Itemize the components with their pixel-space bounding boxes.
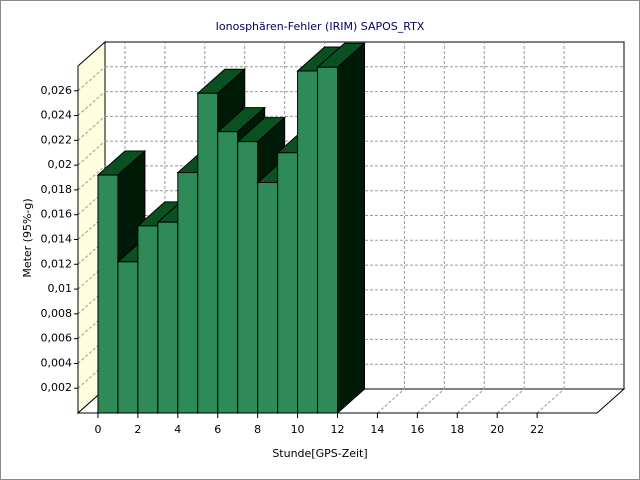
y-tick-label: 0,01 — [48, 282, 73, 295]
grid-line — [77, 165, 106, 191]
x-tick-label: 6 — [214, 423, 221, 436]
bar — [137, 225, 159, 414]
x-tick-label: 10 — [291, 423, 305, 436]
x-tick-label: 0 — [94, 423, 101, 436]
y-tick-label: 0,014 — [41, 233, 73, 246]
x-tick-label: 20 — [490, 423, 504, 436]
grid-line — [536, 388, 565, 414]
x-tick-label: 14 — [370, 423, 384, 436]
x-tick-label: 2 — [134, 423, 141, 436]
bar — [97, 174, 119, 414]
bar — [237, 141, 259, 414]
plot-area: 0,002 0,004 0,006 0,008 0,01 0,012 0,014 0,016 0… — [41, 40, 626, 436]
grid-line — [77, 66, 106, 92]
bar — [277, 152, 299, 414]
bar — [317, 66, 338, 414]
x-tick-label: 8 — [254, 423, 261, 436]
chart-title: Ionosphären-Fehler (IRIM) SAPOS_RTX — [216, 20, 425, 33]
y-axis-label: Meter (95%-g) — [21, 198, 34, 277]
grid-line — [77, 115, 106, 141]
grid-line — [417, 388, 445, 414]
grid-line — [456, 388, 485, 414]
x-tick-label: 4 — [174, 423, 181, 436]
bar — [297, 70, 319, 414]
y-tick-label: 0,022 — [41, 133, 73, 146]
y-tick-label: 0,006 — [41, 332, 73, 345]
grid-line — [496, 388, 525, 414]
x-tick-label: 18 — [450, 423, 464, 436]
x-tick-label: 16 — [410, 423, 424, 436]
bar — [117, 261, 139, 414]
y-tick-label: 0,016 — [41, 208, 73, 221]
y-tick-label: 0,024 — [41, 109, 73, 122]
y-tick-label: 0,026 — [41, 84, 73, 97]
bar — [217, 131, 239, 414]
y-tick-label: 0,018 — [41, 183, 73, 196]
x-tick-label: 12 — [331, 423, 345, 436]
y-tick-label: 0,012 — [41, 257, 73, 270]
y-tick-label: 0,002 — [41, 381, 73, 394]
grid-line — [77, 91, 106, 116]
grid-line — [77, 140, 106, 166]
bar — [197, 92, 219, 414]
grid-line — [377, 388, 405, 414]
x-tick-label: 22 — [530, 423, 544, 436]
y-tick-label: 0,004 — [41, 356, 73, 369]
bar-side — [337, 42, 365, 415]
y-tick-label: 0,008 — [41, 307, 73, 320]
y-tick-label: 0,02 — [48, 158, 73, 171]
bar — [177, 172, 199, 414]
x-axis-label: Stunde[GPS-Zeit] — [272, 447, 367, 460]
bar — [157, 221, 179, 414]
bar — [257, 181, 279, 414]
